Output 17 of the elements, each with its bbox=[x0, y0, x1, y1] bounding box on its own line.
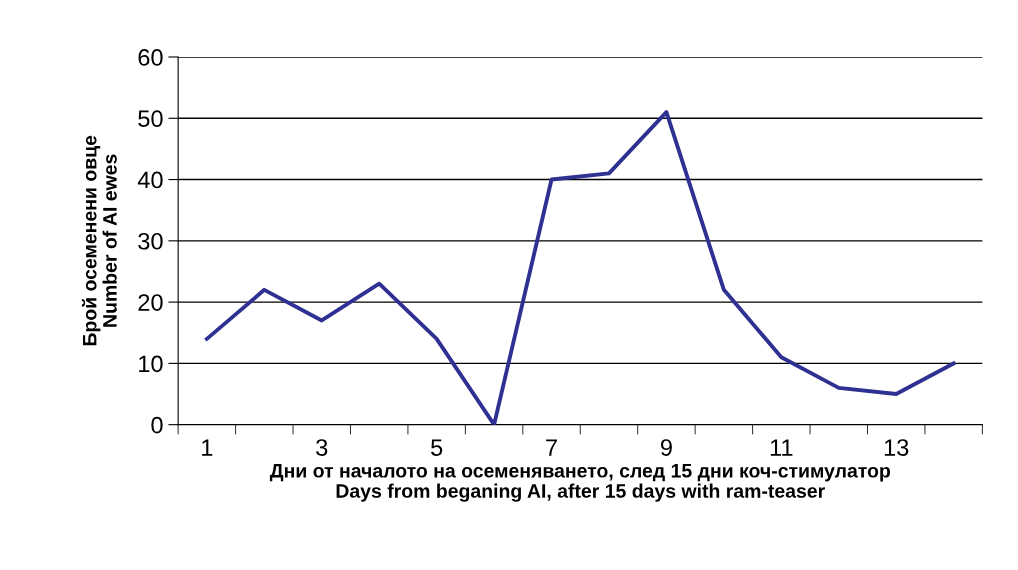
x-tick-label: 3 bbox=[316, 439, 328, 456]
x-axis-title: Дни от началото на осеменяването, след 15 дни коч-стимулатор Days from beganing AI, after 15 days with ram-teaser bbox=[269, 464, 891, 502]
y-tick-label: 30 bbox=[138, 232, 163, 250]
x-tick-label: 1 bbox=[202, 439, 213, 456]
y-tick-label: 60 bbox=[138, 49, 163, 66]
x-tick-label: 9 bbox=[660, 439, 672, 456]
y-tick-label: 0 bbox=[151, 416, 163, 434]
y-tick-label: 20 bbox=[138, 294, 163, 311]
x-tick-label: 5 bbox=[431, 439, 443, 456]
x-tick-label: 7 bbox=[546, 439, 557, 456]
x-tick-label: 11 bbox=[770, 439, 793, 456]
line-series bbox=[204, 110, 956, 425]
y-tick-label: 40 bbox=[137, 171, 163, 189]
y-tick-label: 10 bbox=[139, 355, 163, 373]
y-axis-title: Брой осеменени овце Number of AI ewes bbox=[81, 135, 117, 346]
x-tick-label: 13 bbox=[884, 439, 909, 456]
y-tick-label: 50 bbox=[138, 110, 163, 128]
